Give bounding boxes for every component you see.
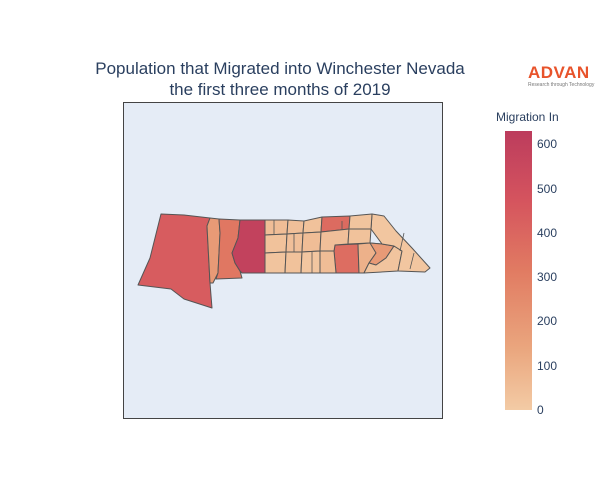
tract-center-north-3[interactable] (302, 216, 323, 234)
logo-tagline: Research through Technology (528, 82, 595, 88)
colorbar-tick-label: 300 (537, 270, 558, 285)
tract-center-south-1[interactable] (264, 251, 287, 274)
tract-center-south-3[interactable] (300, 250, 321, 274)
colorbar-tick-label: 400 (537, 225, 558, 240)
map-title-line-1: Population that Migrated into Winchester… (95, 59, 465, 78)
tract-boundary-line (399, 232, 405, 252)
tract-east-mid-light-2[interactable] (347, 228, 372, 245)
colorbar-ticks: 0 100 200 300 400 500 600 (537, 0, 577, 500)
tract-boundary-line (409, 252, 415, 270)
tract-center-mid-2[interactable] (285, 232, 304, 253)
advan-logo: ADVAN Research through Technology (528, 63, 595, 89)
tract-center-mid-3[interactable] (301, 231, 322, 253)
tract-east-tip[interactable] (370, 213, 431, 273)
colorbar (505, 131, 532, 410)
logo-name: ADVAN (528, 63, 590, 82)
tract-west-large[interactable] (137, 213, 213, 309)
map-title-line-2: the first three months of 2019 (169, 80, 391, 99)
tract-east-north-strip[interactable] (348, 213, 373, 230)
colorbar-tick-label: 200 (537, 314, 558, 329)
tract-east-mid-red[interactable] (333, 243, 360, 274)
tract-center-north-2[interactable] (286, 219, 305, 235)
map-svg (137, 213, 431, 309)
map-title: Population that Migrated into Winchester… (0, 58, 560, 100)
colorbar-title: Migration In (496, 110, 559, 124)
colorbar-tick-label: 500 (537, 181, 558, 196)
map-plot-area[interactable] (123, 102, 443, 419)
colorbar-tick-label: 100 (537, 358, 558, 373)
tract-east-south-1[interactable] (319, 250, 337, 274)
tract-center-south-2[interactable] (284, 251, 303, 274)
tract-center-north-1[interactable] (264, 219, 289, 236)
tract-center-mid-1[interactable] (264, 233, 288, 254)
colorbar-tick-label: 0 (537, 403, 544, 417)
colorbar-tick-label: 600 (537, 137, 558, 152)
